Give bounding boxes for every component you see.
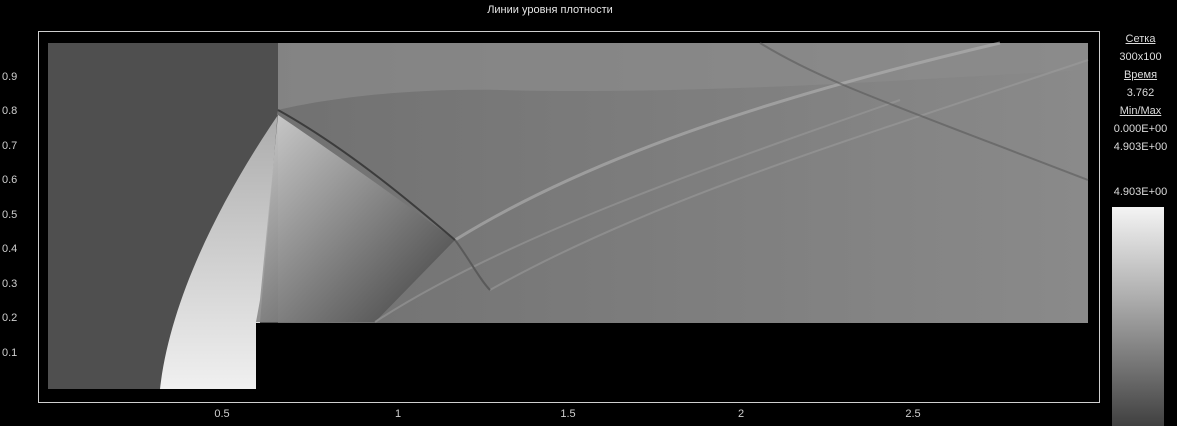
- step-body: [256, 323, 1100, 403]
- plot-title: Линии уровня плотности: [487, 4, 613, 16]
- upper-bright-band: [278, 43, 1088, 110]
- min-value: 0.000E+00: [1113, 123, 1168, 135]
- bow-shock-region: [160, 43, 278, 389]
- reflected-shock-3: [489, 59, 1089, 291]
- shock-line-5: [454, 239, 491, 291]
- y-tick-label: 0.7: [2, 140, 18, 152]
- x-tick-label: 0.5: [214, 408, 230, 420]
- y-tick-label: 0.3: [2, 278, 18, 290]
- plot-frame: [38, 31, 1100, 403]
- reflected-shock-2: [374, 99, 901, 323]
- grid-label: Сетка: [1125, 33, 1156, 45]
- expansion-fan: [256, 115, 455, 322]
- x-tick-label: 2: [737, 408, 745, 420]
- y-tick-label: 0.1: [2, 347, 18, 359]
- x-tick-label: 1: [394, 408, 402, 420]
- max-value: 4.903E+00: [1113, 141, 1168, 153]
- colorbar: [1112, 207, 1164, 426]
- grid-value: 300x100: [1119, 51, 1162, 63]
- reflected-shock-1: [454, 41, 1001, 242]
- y-tick-label: 0.2: [2, 312, 18, 324]
- y-tick-label: 0.8: [2, 105, 18, 117]
- y-tick-label: 0.6: [2, 174, 18, 186]
- y-tick-label: 0.5: [2, 209, 18, 221]
- colorbar-max-label: 4.903E+00: [1113, 186, 1168, 198]
- x-tick-label: 2.5: [905, 408, 921, 420]
- time-label: Время: [1123, 69, 1158, 81]
- x-tick-label: 1.5: [560, 408, 576, 420]
- y-tick-label: 0.9: [2, 71, 18, 83]
- shock-line-6: [759, 42, 1089, 181]
- info-panel: Сетка 300x100 Время 3.762 Min/Max 0.000E…: [1104, 30, 1177, 156]
- y-tick-label: 0.4: [2, 243, 18, 255]
- shock-line-4: [277, 109, 456, 241]
- minmax-label: Min/Max: [1119, 105, 1162, 117]
- time-value: 3.762: [1126, 87, 1155, 99]
